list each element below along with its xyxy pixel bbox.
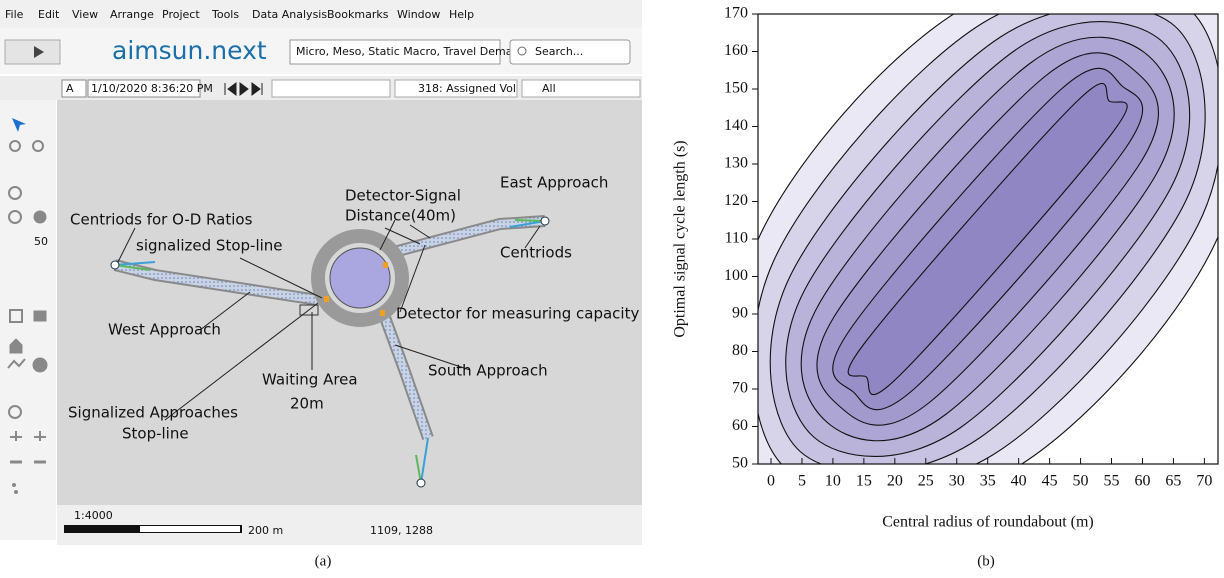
menu-item: Window: [397, 8, 440, 21]
annotation: Distance(40m): [345, 207, 456, 225]
y-tick-label: 170: [724, 5, 748, 22]
x-tick-label: 50: [1073, 473, 1089, 490]
annotation: signalized Stop-line: [136, 237, 283, 255]
scale-length: 200 m: [248, 524, 283, 537]
annotation: West Approach: [108, 321, 221, 339]
annotation: Waiting Area: [262, 371, 358, 389]
x-tick-label: 0: [767, 473, 775, 490]
menu-item: Help: [449, 8, 474, 21]
annotation: Signalized Approaches: [68, 404, 238, 422]
y-tick-label: 90: [732, 305, 748, 322]
menu-item: Arrange: [110, 8, 154, 21]
menu-item: Bookmarks: [327, 8, 389, 21]
x-tick-label: 45: [1042, 473, 1058, 490]
x-tick-label: 15: [856, 473, 872, 490]
contour-chart: 0 5 10 15 20 25 30 35 40 45 50 55 60 65 70 50 60 70 80 90 10…: [672, 0, 1224, 531]
filter-dropdown[interactable]: [522, 80, 640, 97]
y-tick-label: 110: [725, 230, 748, 247]
y-tick-label: 120: [724, 192, 748, 209]
x-tick-label: 30: [949, 473, 965, 490]
x-tick-label: 65: [1165, 473, 1181, 490]
annotation: East Approach: [500, 174, 608, 192]
scale-bar-segment: [140, 526, 240, 532]
menu-item: Data Analysis: [252, 8, 327, 21]
x-tick-label: 25: [918, 473, 934, 490]
play-button[interactable]: [5, 40, 60, 64]
y-tick-label: 50: [732, 455, 748, 472]
y-tick-label: 150: [724, 80, 748, 97]
y-axis-label: Optimal signal cycle length (s): [672, 140, 689, 337]
cursor-coords: 1109, 1288: [370, 524, 433, 537]
y-tick-label: 70: [732, 380, 748, 397]
annotation: South Approach: [428, 362, 548, 380]
figure: File Edit View Arrange Project Tools Data Anal…: [0, 0, 1224, 578]
layer-letter: A: [66, 82, 74, 95]
y-tick-label: 80: [732, 342, 748, 359]
y-tick-label: 100: [724, 267, 748, 284]
empty-dropdown[interactable]: [272, 80, 390, 97]
menu-item: File: [5, 8, 24, 21]
layer-dropdown-text: 318: Assigned Vol: [418, 82, 516, 95]
tool-sidebar: [0, 100, 56, 540]
y-tick-label: 160: [724, 42, 748, 59]
x-axis-label: Central radius of roundabout (m): [882, 514, 1094, 531]
annotation: 20m: [290, 395, 324, 413]
sidebar-label: 50: [34, 235, 48, 248]
logo: aimsun.next: [112, 36, 267, 65]
annotation: Detector-Signal: [345, 187, 461, 205]
x-tick-label: 35: [980, 473, 996, 490]
filter-text: All: [542, 82, 556, 95]
menu-item: Edit: [38, 8, 60, 21]
time-text: 1/10/2020 8:36:20 PM: [91, 82, 213, 95]
x-tick-label: 10: [825, 473, 841, 490]
x-tick-label: 70: [1196, 473, 1212, 490]
menu-item: Project: [162, 8, 200, 21]
scale-ratio: 1:4000: [74, 509, 113, 522]
annotation: Detector for measuring capacity: [396, 305, 639, 323]
mode-dropdown-text: Micro, Meso, Static Macro, Travel Demand: [296, 45, 526, 58]
y-tick-label: 140: [724, 117, 748, 134]
x-tick-label: 55: [1104, 473, 1120, 490]
y-tick-label: 130: [724, 155, 748, 172]
search-placeholder: Search...: [535, 45, 583, 58]
annotation: Stop-line: [122, 425, 189, 443]
screenshot: File Edit View Arrange Project Tools Data Anal…: [0, 0, 642, 545]
x-tick-label: 20: [887, 473, 903, 490]
menu-item: View: [72, 8, 98, 21]
y-tick-label: 60: [732, 417, 748, 434]
annotation: Centriods: [500, 244, 572, 262]
caption-a: (a): [315, 553, 332, 569]
x-tick-label: 5: [798, 473, 806, 490]
menu-item: Tools: [211, 8, 239, 21]
x-tick-label: 40: [1011, 473, 1027, 490]
x-tick-label: 60: [1134, 473, 1150, 490]
caption-b: (b): [977, 553, 995, 569]
annotation: Centriods for O-D Ratios: [70, 211, 253, 229]
